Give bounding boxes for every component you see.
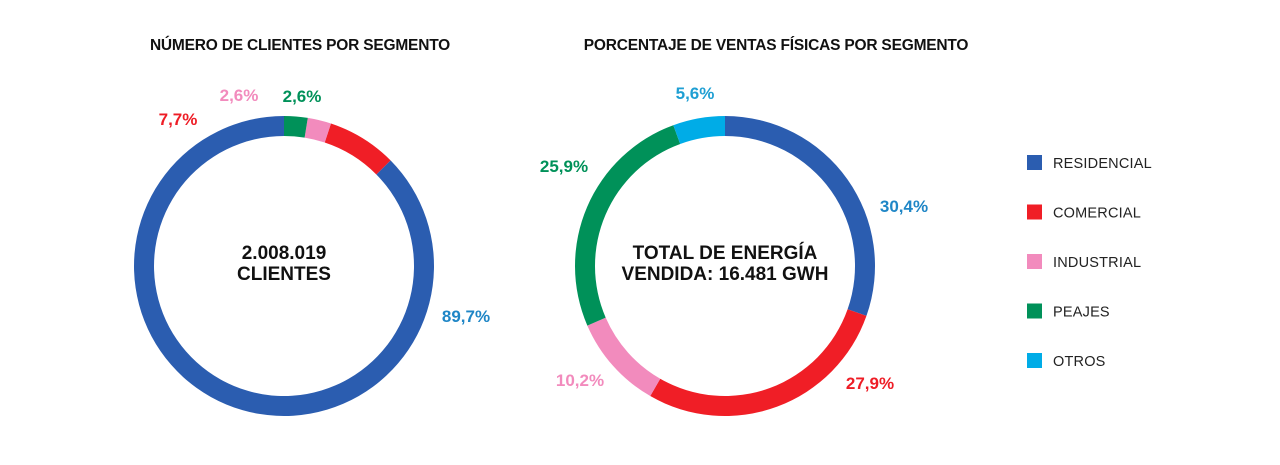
clients-center-line-2: CLIENTES — [237, 264, 331, 285]
legend-swatch-residencial — [1027, 155, 1042, 170]
legend-swatch-industrial — [1027, 254, 1042, 269]
clients-center-line-1: 2.008.019 — [242, 243, 327, 264]
sales-label-peajes: 25,9% — [540, 157, 588, 176]
sales-center-line-2: VENDIDA: 16.481 GWH — [622, 264, 829, 285]
sales-slice-otros — [673, 116, 725, 144]
sales-chart-title: PORCENTAJE DE VENTAS FÍSICAS POR SEGMENT… — [584, 37, 969, 54]
sales-label-comercial: 27,9% — [846, 374, 894, 393]
sales-donut-ring — [575, 116, 876, 417]
sales-slice-industrial — [587, 317, 661, 397]
sales-center-line-1: TOTAL DE ENERGÍA — [633, 242, 818, 264]
legend-label-peajes: PEAJES — [1053, 305, 1110, 321]
legend-label-comercial: COMERCIAL — [1053, 206, 1141, 222]
clients-donut-chart: NÚMERO DE CLIENTES POR SEGMENTO 89,7% 7,7… — [134, 36, 490, 416]
clients-donut-ring — [134, 116, 435, 416]
sales-label-otros: 5,6% — [676, 84, 715, 103]
sales-slice-labels: 30,4% 27,9% 10,2% 25,9% 5,6% — [540, 84, 928, 393]
legend-swatch-otros — [1027, 353, 1042, 368]
clients-chart-title: NÚMERO DE CLIENTES POR SEGMENTO — [150, 36, 450, 54]
sales-label-residencial: 30,4% — [880, 197, 928, 216]
sales-label-industrial: 10,2% — [556, 371, 604, 390]
legend-label-industrial: INDUSTRIAL — [1053, 255, 1141, 271]
sales-slice-peajes — [575, 125, 681, 326]
legend-label-otros: OTROS — [1053, 354, 1106, 370]
clients-label-residencial: 89,7% — [442, 307, 490, 326]
clients-slice-peajes — [284, 116, 308, 138]
legend-swatch-peajes — [1027, 303, 1042, 319]
clients-label-industrial: 2,6% — [220, 86, 259, 105]
clients-slice-industrial — [304, 117, 331, 143]
sales-donut-chart: PORCENTAJE DE VENTAS FÍSICAS POR SEGMENT… — [540, 37, 969, 417]
legend-label-residencial: RESIDENCIAL — [1053, 156, 1152, 172]
clients-label-peajes: 2,6% — [283, 87, 322, 106]
legend-swatch-comercial — [1027, 204, 1042, 220]
sales-slice-residencial — [725, 116, 876, 316]
sales-slice-comercial — [650, 309, 867, 417]
clients-label-comercial: 7,7% — [159, 110, 198, 129]
legend: RESIDENCIAL COMERCIAL INDUSTRIAL PEAJES OTRO… — [1027, 155, 1152, 370]
clients-slice-comercial — [324, 123, 391, 175]
clients-slice-labels: 89,7% 7,7% 2,6% 2,6% — [159, 86, 490, 326]
